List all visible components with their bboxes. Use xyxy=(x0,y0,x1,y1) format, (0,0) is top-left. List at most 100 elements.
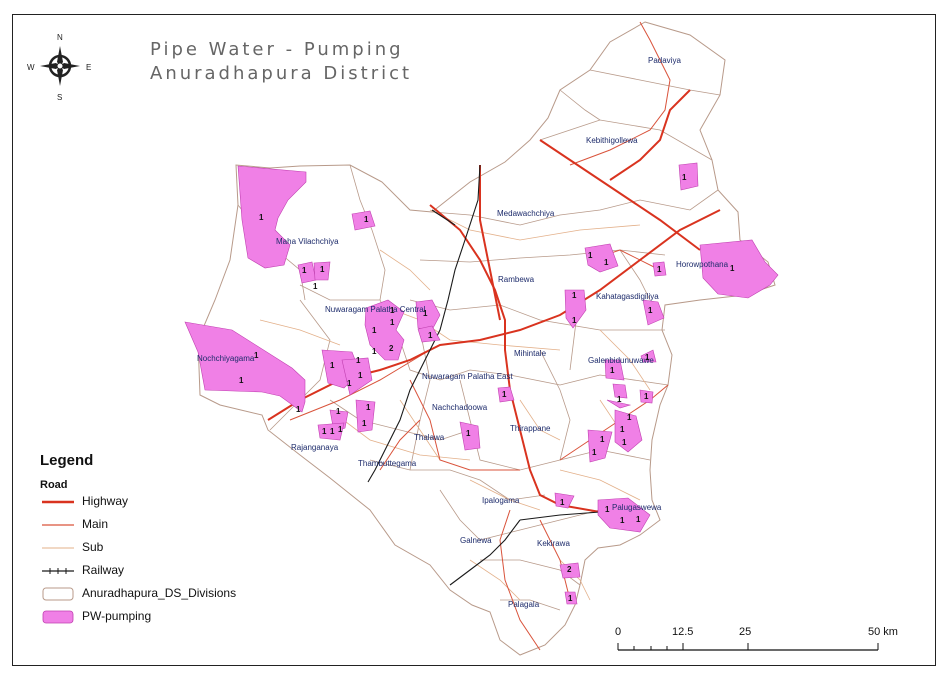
main-roads xyxy=(289,21,671,651)
division-label: Galenbidunuwawe xyxy=(588,356,654,365)
count-label: 1 xyxy=(322,427,327,436)
legend-item-label: Sub xyxy=(82,540,104,554)
count-label: 1 xyxy=(466,429,471,438)
count-label: 1 xyxy=(362,419,367,428)
count-label: 1 xyxy=(502,390,507,399)
division-label: Thalawa xyxy=(414,433,445,442)
count-label: 1 xyxy=(604,258,609,267)
count-label: 1 xyxy=(336,407,341,416)
scale-tick-label: 12.5 xyxy=(672,626,694,638)
division-boundaries xyxy=(237,69,721,611)
division-label: Maha Vilachchiya xyxy=(276,237,339,246)
count-label: 1 xyxy=(572,291,577,300)
legend-item-label: Highway xyxy=(82,494,129,508)
pw-pumping-symbol-icon xyxy=(42,610,74,624)
count-label: 1 xyxy=(657,265,662,274)
division-label: Medawachchiya xyxy=(497,209,555,218)
count-label: 1 xyxy=(390,306,395,315)
division-label: Nuwaragam Palatha Central xyxy=(325,305,426,314)
count-label: 1 xyxy=(254,351,259,360)
scale-tick-label: 0 xyxy=(615,626,622,638)
railway xyxy=(367,164,641,586)
count-label: 1 xyxy=(428,331,433,340)
count-label: 1 xyxy=(572,316,577,325)
count-label: 1 xyxy=(588,251,593,260)
count-label: 1 xyxy=(366,403,371,412)
count-label: 1 xyxy=(296,405,301,414)
count-label: 1 xyxy=(622,438,627,447)
sub-roads xyxy=(259,209,651,601)
count-label: 1 xyxy=(390,318,395,327)
scale-bar-ruler xyxy=(617,643,879,651)
count-label: 1 xyxy=(358,371,363,380)
count-label: 1 xyxy=(560,498,565,507)
count-label: 1 xyxy=(364,215,369,224)
count-label: 1 xyxy=(592,448,597,457)
count-label: 1 xyxy=(330,361,335,370)
compass-rose-icon: N S E W xyxy=(27,33,91,102)
count-label: 1 xyxy=(423,309,428,318)
compass-north-label: N xyxy=(57,33,63,42)
division-label: Rajanganaya xyxy=(291,443,339,452)
count-label: 1 xyxy=(239,376,244,385)
district-outline xyxy=(197,21,776,656)
legend-item-sub: Sub xyxy=(40,537,280,560)
count-label: 1 xyxy=(302,266,307,275)
division-labels: Padaviya Kebithigollewa Medawachchiya Ho… xyxy=(197,56,729,609)
map-title: Pipe Water - Pumping Anuradhapura Distri… xyxy=(150,38,412,86)
count-label: 1 xyxy=(600,435,605,444)
legend-item-label: Main xyxy=(82,517,109,531)
count-label: 1 xyxy=(320,265,325,274)
division-label: Nochchiyagama xyxy=(197,354,255,363)
scale-tick-label: 25 xyxy=(739,626,752,638)
division-label: Palugaswewa xyxy=(612,503,662,512)
division-label: Mihintale xyxy=(514,349,547,358)
legend-item-label: Railway xyxy=(82,563,125,577)
count-label: 1 xyxy=(372,326,377,335)
count-label: 1 xyxy=(610,366,615,375)
main-road-symbol-icon xyxy=(42,524,74,526)
division-label: Thambuttegama xyxy=(358,459,417,468)
count-label: 1 xyxy=(372,347,377,356)
division-symbol-icon xyxy=(42,587,74,601)
pw-pumping-areas xyxy=(184,162,779,605)
highway-symbol-icon xyxy=(42,500,74,504)
scale-tick-label: 50 km xyxy=(868,626,898,638)
division-label: Palagala xyxy=(508,600,540,609)
count-label: 1 xyxy=(338,425,343,434)
count-label: 1 xyxy=(617,395,622,404)
count-label: 1 xyxy=(313,282,318,291)
legend-item-highway: Highway xyxy=(40,491,280,514)
division-label: Galnewa xyxy=(460,536,492,545)
division-label: Rambewa xyxy=(498,275,535,284)
count-label: 1 xyxy=(259,213,264,222)
count-label: 1 xyxy=(636,515,641,524)
legend-item-pw-pumping: PW-pumping xyxy=(40,606,280,629)
legend-item-label: PW-pumping xyxy=(82,609,152,623)
compass-south-label: S xyxy=(57,93,62,102)
compass-east-label: E xyxy=(86,63,91,72)
map-title-line1: Pipe Water - Pumping xyxy=(150,39,404,60)
division-label: Thirappane xyxy=(510,424,551,433)
count-label: 1 xyxy=(605,505,610,514)
count-label: 1 xyxy=(620,516,625,525)
count-label: 1 xyxy=(644,392,649,401)
division-label: Padaviya xyxy=(648,56,681,65)
legend-item-ds-divisions: Anuradhapura_DS_Divisions xyxy=(40,583,280,606)
count-label: 1 xyxy=(330,427,335,436)
division-label: Kebithigollewa xyxy=(586,136,638,145)
division-label: Kahatagasdigiliya xyxy=(596,292,659,301)
count-label: 2 xyxy=(567,565,572,574)
legend-title: Legend xyxy=(40,452,94,469)
count-label: 1 xyxy=(568,594,573,603)
sub-road-symbol-icon xyxy=(42,547,74,549)
legend-road-heading: Road xyxy=(40,479,68,491)
pumping-count-labels: 1 1 1 1 1 1 1 1 1 1 1 1 1 1 2 1 1 1 1 1 … xyxy=(239,173,735,603)
division-label: Kekirawa xyxy=(537,539,570,548)
count-label: 1 xyxy=(648,306,653,315)
legend-item-label: Anuradhapura_DS_Divisions xyxy=(82,586,237,600)
scale-bar: 0 12.5 25 50 km xyxy=(610,626,900,656)
legend: Legend Road Highway Main Sub Railway Anu… xyxy=(40,452,280,629)
count-label: 1 xyxy=(356,356,361,365)
